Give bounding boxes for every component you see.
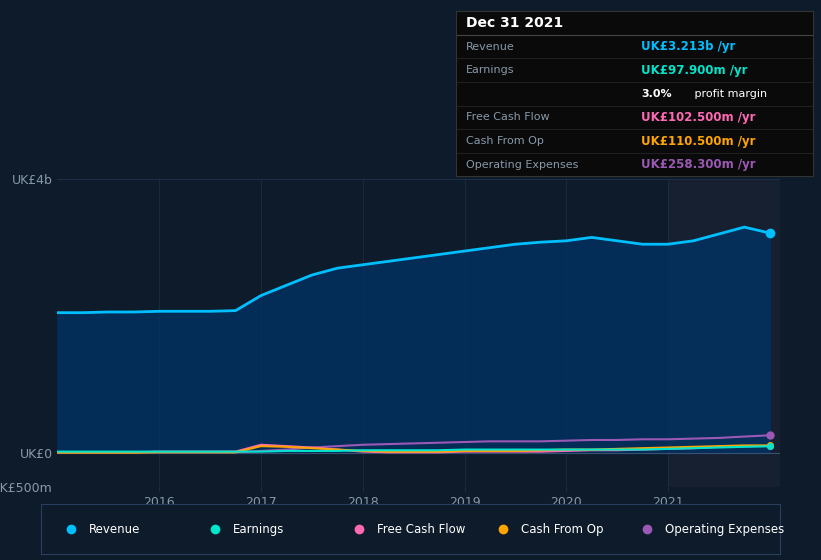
Text: Operating Expenses: Operating Expenses: [466, 160, 579, 170]
Text: Dec 31 2021: Dec 31 2021: [466, 16, 564, 30]
Text: Cash From Op: Cash From Op: [466, 136, 544, 146]
Text: Cash From Op: Cash From Op: [521, 522, 603, 536]
Text: 3.0%: 3.0%: [641, 89, 672, 99]
Text: UK£110.500m /yr: UK£110.500m /yr: [641, 134, 756, 147]
Text: Revenue: Revenue: [466, 41, 515, 52]
Text: UK£97.900m /yr: UK£97.900m /yr: [641, 64, 748, 77]
Bar: [668, 179, 780, 487]
Text: UK£258.300m /yr: UK£258.300m /yr: [641, 158, 756, 171]
Text: profit margin: profit margin: [691, 89, 768, 99]
Text: Operating Expenses: Operating Expenses: [666, 522, 785, 536]
Text: Free Cash Flow: Free Cash Flow: [466, 113, 550, 123]
Text: Free Cash Flow: Free Cash Flow: [377, 522, 466, 536]
Text: UK£3.213b /yr: UK£3.213b /yr: [641, 40, 736, 53]
Text: Revenue: Revenue: [89, 522, 140, 536]
Text: Earnings: Earnings: [233, 522, 285, 536]
Text: UK£102.500m /yr: UK£102.500m /yr: [641, 111, 756, 124]
Text: Earnings: Earnings: [466, 65, 515, 75]
